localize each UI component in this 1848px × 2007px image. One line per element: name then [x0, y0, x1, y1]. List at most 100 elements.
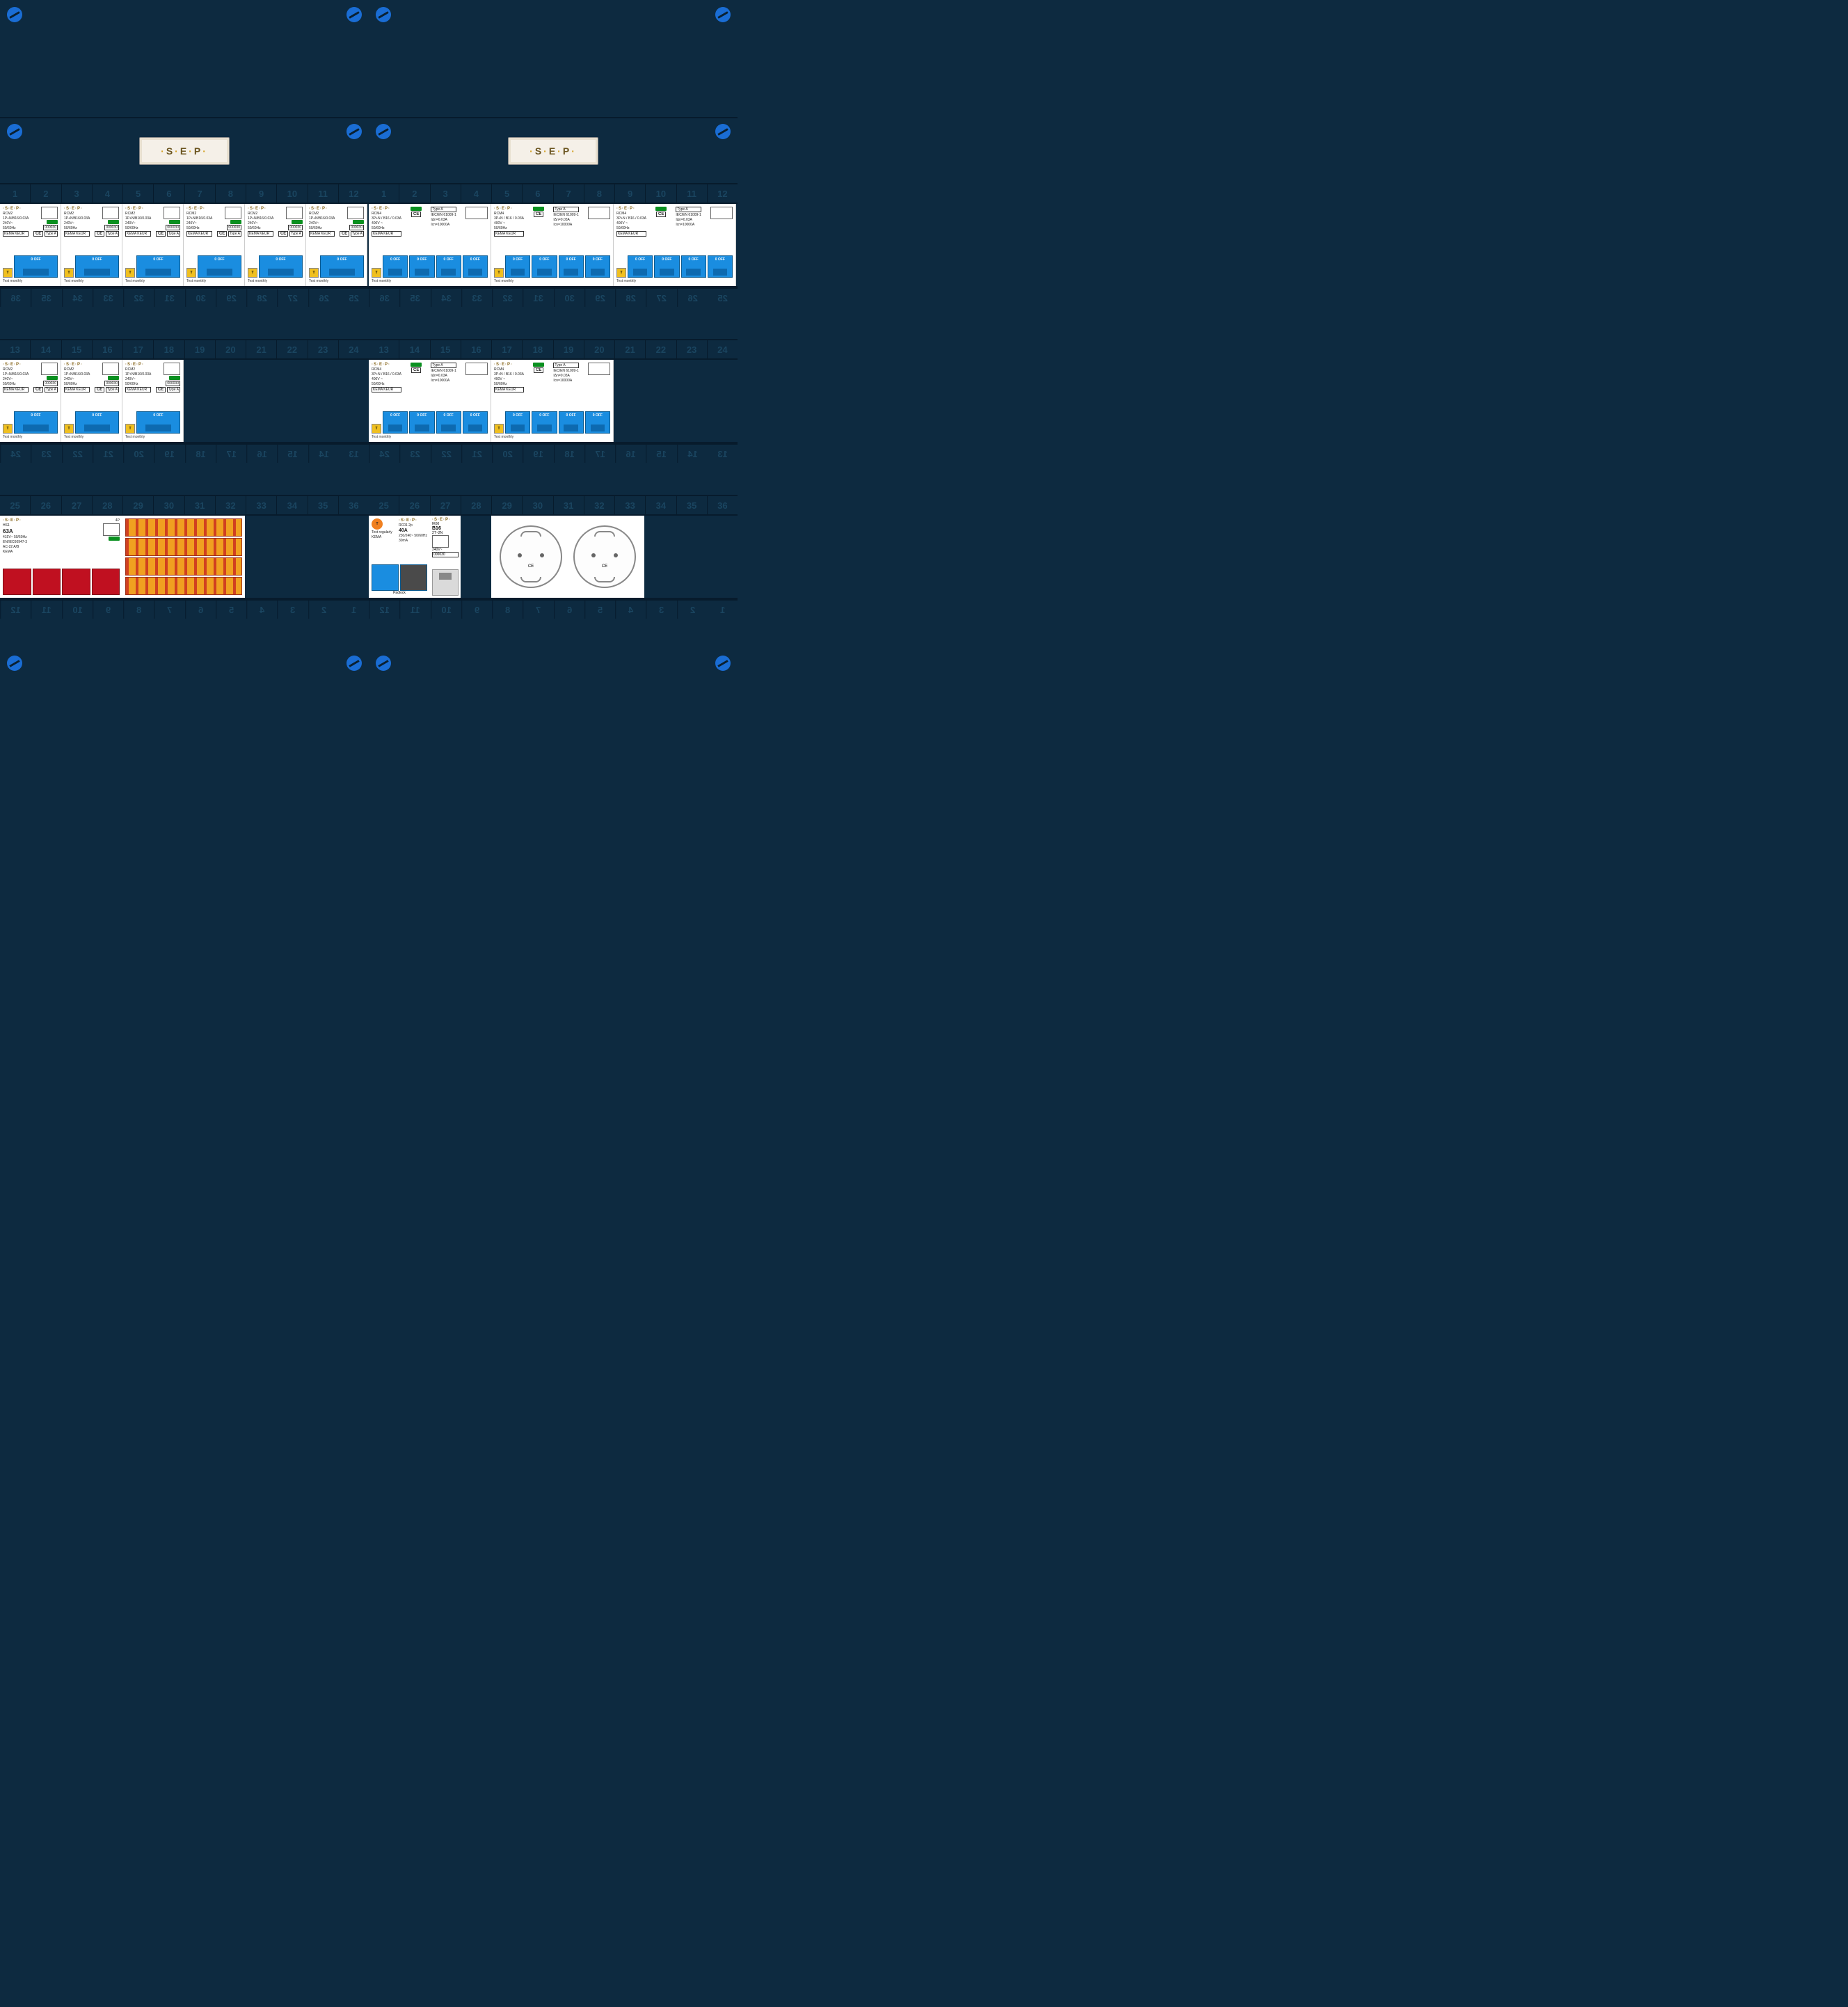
- rcm2-freq: 50/60Hz: [3, 226, 29, 230]
- rcbo-rcm4-module[interactable]: ·S·E·P· RCM4 3P+N / B16 / 0.03A 400V ~ 5…: [491, 204, 614, 286]
- breaker-toggle[interactable]: 0 OFF: [75, 411, 119, 434]
- rcm2-cap: 000030: [288, 225, 303, 230]
- rcm2-voltage: 240V~: [125, 221, 151, 225]
- indicator-green: [169, 376, 180, 380]
- test-button[interactable]: T: [3, 424, 13, 434]
- test-button[interactable]: T: [616, 268, 626, 278]
- breaker-toggle[interactable]: 0 OFF: [505, 411, 530, 434]
- slot-numbers-1-12: 123456789101112: [369, 184, 738, 204]
- main-switch-hs1[interactable]: ·S·E·P· HS1 63A 415V~ 50/60Hz EN/IEC6094…: [0, 516, 122, 598]
- ce-mark: CE: [33, 231, 43, 237]
- circuit-diagram-icon: [102, 207, 119, 219]
- rcd-module[interactable]: T Test regularly KEMA ·S·E·P· RC01 2p 40…: [369, 516, 430, 598]
- brand-mini: ·S·E·P·: [64, 363, 90, 367]
- breaker-toggle[interactable]: 0 OFF: [463, 255, 488, 278]
- breaker-toggle[interactable]: 0 OFF: [383, 255, 408, 278]
- rcbo-rcm2-module[interactable]: ·S·E·P· RCM2 1P+N/B16/0.03A 240V~ 50/60H…: [0, 204, 61, 286]
- slot-number: 24: [369, 445, 399, 463]
- breaker-toggle[interactable]: 0 OFF: [463, 411, 488, 434]
- brand-mini: ·S·E·P·: [3, 363, 29, 367]
- breaker-toggle[interactable]: 0 OFF: [136, 411, 180, 434]
- breaker-toggle[interactable]: 0 OFF: [654, 255, 679, 278]
- rcm4-model: RCM4: [616, 212, 646, 216]
- ik60-toggle[interactable]: [432, 569, 459, 596]
- rcbo-rcm2-module[interactable]: ·S·E·P· RCM2 1P+N/B16/0.03A 240V~ 50/60H…: [306, 204, 367, 286]
- test-button[interactable]: T: [372, 268, 381, 278]
- breaker-toggle[interactable]: 0 OFF: [136, 255, 180, 278]
- breaker-toggle[interactable]: 0 OFF: [75, 255, 119, 278]
- rcbo-rcm4-module[interactable]: ·S·E·P· RCM4 3P+N / B16 / 0.03A 400V ~ 5…: [614, 204, 736, 286]
- rcbo-rcm4-module[interactable]: ·S·E·P· RCM4 3P+N / B16 / 0.03A 400V ~ 5…: [491, 360, 614, 442]
- mcb-ik60[interactable]: ·S·E·P· IK60 B16 2T~2N 240V~ 000030: [430, 516, 461, 598]
- hs1-toggle[interactable]: [3, 569, 120, 595]
- brand-mini: ·S·E·P·: [64, 207, 90, 211]
- schuko-socket[interactable]: CE: [500, 525, 562, 588]
- schuko-socket[interactable]: CE: [573, 525, 636, 588]
- slot-number: 31: [154, 289, 184, 307]
- breaker-toggle[interactable]: 0 OFF: [436, 255, 461, 278]
- screw-icon: [376, 124, 391, 139]
- breaker-toggle[interactable]: 0 OFF: [532, 411, 557, 434]
- breaker-toggle[interactable]: 0 OFF: [708, 255, 733, 278]
- slot-number: 11: [308, 184, 339, 203]
- breaker-toggle[interactable]: 0 OFF: [681, 255, 706, 278]
- rcbo-rcm2-module[interactable]: ·S·E·P· RCM2 1P+N/B16/0.03A 240V~ 50/60H…: [61, 204, 122, 286]
- rcbo-rcm2-module[interactable]: ·S·E·P· RCM2 1P+N/B16/0.03A 240V~ 50/60H…: [61, 360, 122, 442]
- breaker-toggle[interactable]: 0 OFF: [14, 255, 58, 278]
- circuit-diagram-icon: [588, 363, 610, 375]
- breaker-toggle[interactable]: 0 OFF: [14, 411, 58, 434]
- rcm2-kema: KEMA KEUR: [125, 231, 151, 237]
- test-button[interactable]: T: [125, 424, 135, 434]
- test-button[interactable]: T: [372, 518, 383, 530]
- breaker-toggle[interactable]: 0 OFF: [585, 411, 610, 434]
- breaker-toggle[interactable]: 0 OFF: [559, 411, 584, 434]
- breaker-toggle[interactable]: 0 OFF: [628, 255, 653, 278]
- breaker-toggle[interactable]: 0 OFF: [585, 255, 610, 278]
- slot-number: 36: [369, 289, 399, 307]
- slot-number: 27: [431, 496, 461, 514]
- screw-icon: [346, 124, 362, 139]
- breaker-toggle[interactable]: 0 OFF: [320, 255, 364, 278]
- screw-icon: [376, 7, 391, 22]
- breaker-toggle[interactable]: 0 OFF: [409, 411, 434, 434]
- breaker-toggle[interactable]: 0 OFF: [259, 255, 303, 278]
- test-button[interactable]: T: [125, 268, 135, 278]
- breaker-toggle[interactable]: 0 OFF: [559, 255, 584, 278]
- test-button[interactable]: T: [248, 268, 257, 278]
- test-button[interactable]: T: [494, 424, 504, 434]
- rcbo-rcm2-module[interactable]: ·S·E·P· RCM2 1P+N/B16/0.03A 240V~ 50/60H…: [122, 360, 184, 442]
- rcbo-rcm2-module[interactable]: ·S·E·P· RCM2 1P+N/B16/0.03A 240V~ 50/60H…: [184, 204, 245, 286]
- slot-number: 25: [369, 496, 399, 514]
- rcm2-voltage: 240V~: [64, 377, 90, 381]
- rcbo-rcm4-module[interactable]: ·S·E·P· RCM4 3P+N / B16 / 0.03A 400V ~ 5…: [369, 204, 491, 286]
- socket-outlet-double[interactable]: CE CE: [491, 516, 644, 598]
- slot-numbers-36-25: 363534333231302928272625: [0, 287, 369, 307]
- breaker-toggle[interactable]: 0 OFF: [505, 255, 530, 278]
- rcm2-kema: KEMA KEUR: [3, 231, 29, 237]
- breaker-toggle[interactable]: 0 OFF: [409, 255, 434, 278]
- test-button[interactable]: T: [186, 268, 196, 278]
- test-button[interactable]: T: [3, 268, 13, 278]
- rcbo-rcm2-module[interactable]: ·S·E·P· RCM2 1P+N/B16/0.03A 240V~ 50/60H…: [0, 360, 61, 442]
- test-button[interactable]: T: [372, 424, 381, 434]
- breaker-toggle[interactable]: 0 OFF: [383, 411, 408, 434]
- slot-number: 20: [584, 340, 615, 358]
- slot-number: 24: [0, 445, 31, 463]
- empty-slot: [644, 516, 738, 598]
- breaker-toggle[interactable]: 0 OFF: [436, 411, 461, 434]
- test-button[interactable]: T: [309, 268, 319, 278]
- rcm2-voltage: 240V~: [3, 221, 29, 225]
- rcm2-type: Type A: [167, 387, 180, 392]
- slot-number: 27: [646, 289, 676, 307]
- rcbo-rcm2-module[interactable]: ·S·E·P· RCM2 1P+N/B16/0.03A 240V~ 50/60H…: [245, 204, 306, 286]
- test-button[interactable]: T: [64, 424, 74, 434]
- rcd-toggle[interactable]: [372, 564, 427, 591]
- rcm4-freq: 50/60Hz: [372, 226, 401, 230]
- breaker-toggle[interactable]: 0 OFF: [532, 255, 557, 278]
- breaker-toggle[interactable]: 0 OFF: [198, 255, 241, 278]
- rcbo-rcm4-module[interactable]: ·S·E·P· RCM4 3P+N / B16 / 0.03A 400V ~ 5…: [369, 360, 491, 442]
- test-button[interactable]: T: [494, 268, 504, 278]
- test-button[interactable]: T: [64, 268, 74, 278]
- rcbo-rcm2-module[interactable]: ·S·E·P· RCM2 1P+N/B16/0.03A 240V~ 50/60H…: [122, 204, 184, 286]
- slot-number: 31: [554, 496, 584, 514]
